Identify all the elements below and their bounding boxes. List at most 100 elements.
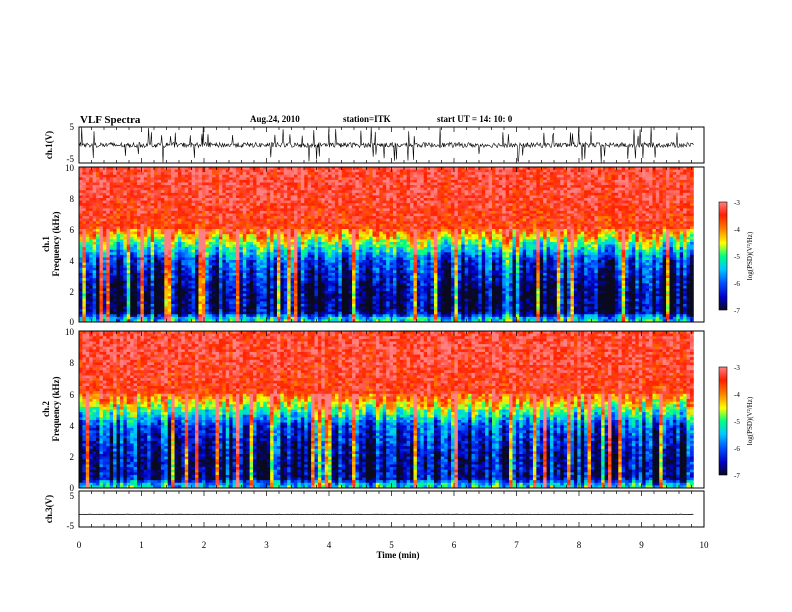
spectrogram-cell bbox=[287, 291, 292, 294]
spectrogram-cell bbox=[133, 293, 138, 297]
spectrogram-cell bbox=[314, 241, 319, 245]
spectrogram-cell bbox=[341, 257, 346, 261]
spectrogram-cell bbox=[311, 172, 315, 176]
spectrogram-cell bbox=[334, 244, 339, 248]
spectrogram-cell bbox=[249, 296, 254, 300]
spectrogram-cell bbox=[109, 285, 114, 289]
spectrogram-cell bbox=[321, 319, 326, 323]
spectrogram-cell bbox=[133, 239, 138, 243]
spectrogram-cell bbox=[171, 216, 175, 220]
spectrogram-cell bbox=[147, 283, 152, 287]
spectrogram-cell bbox=[276, 195, 281, 199]
spectrogram-cell bbox=[256, 216, 261, 220]
spectrogram-cell bbox=[249, 210, 254, 214]
spectrogram-cell bbox=[82, 244, 87, 248]
spectrogram-cell bbox=[246, 190, 251, 194]
spectrogram-cell bbox=[191, 172, 196, 176]
spectrogram-cell bbox=[314, 260, 319, 263]
spectrogram-cell bbox=[283, 267, 288, 271]
spectrogram-cell bbox=[215, 226, 220, 230]
spectrogram-cell bbox=[348, 231, 353, 235]
spectrogram-cell bbox=[321, 182, 326, 186]
spectrogram-cell bbox=[119, 298, 124, 302]
spectrogram-cell bbox=[150, 249, 155, 253]
spectrogram-cell bbox=[130, 205, 135, 209]
spectrogram-cell bbox=[212, 182, 216, 186]
spectrogram-cell bbox=[126, 210, 131, 214]
spectrogram-cell bbox=[300, 293, 305, 297]
spectrogram-cell bbox=[126, 185, 131, 189]
spectrogram-cell bbox=[198, 179, 203, 183]
spectrogram-cell bbox=[123, 236, 128, 240]
spectrogram-cell bbox=[222, 192, 227, 196]
spectrogram-cell bbox=[290, 200, 295, 204]
spectrogram-cell bbox=[283, 223, 288, 227]
spectrogram-cell bbox=[225, 234, 230, 238]
spectrogram-cell bbox=[167, 296, 172, 300]
spectrogram-cell bbox=[256, 241, 261, 245]
spectrogram-cell bbox=[123, 185, 128, 189]
spectrogram-cell bbox=[212, 234, 216, 238]
spectrogram-cell bbox=[287, 234, 292, 238]
spectrogram-cell bbox=[314, 267, 319, 271]
spectrogram-cell bbox=[229, 205, 233, 209]
spectrogram-cell bbox=[191, 252, 196, 256]
spectrogram-cell bbox=[256, 179, 261, 183]
spectrogram-cell bbox=[249, 182, 254, 186]
spectrogram-cell bbox=[229, 267, 233, 271]
spectrogram-cell bbox=[283, 309, 288, 313]
spectrogram-cell bbox=[198, 278, 203, 282]
spectrogram-cell bbox=[167, 275, 172, 279]
spectrogram-cell bbox=[102, 303, 107, 307]
spectrogram-cell bbox=[164, 239, 169, 243]
spectrogram-cell bbox=[140, 167, 145, 170]
spectrogram-cell bbox=[229, 167, 233, 170]
spectrogram-cell bbox=[99, 169, 104, 173]
spectrogram-cell bbox=[294, 257, 298, 261]
spectrogram-cell bbox=[324, 291, 329, 294]
spectrogram-cell bbox=[259, 249, 264, 253]
spectrogram-cell bbox=[348, 239, 353, 243]
spectrogram-cell bbox=[331, 216, 336, 220]
spectrogram-cell bbox=[143, 288, 148, 292]
spectrogram-cell bbox=[143, 226, 148, 230]
spectrogram-cell bbox=[300, 205, 305, 209]
spectrogram-cell bbox=[352, 262, 356, 266]
spectrogram-cell bbox=[215, 241, 220, 245]
spectrogram-cell bbox=[167, 226, 172, 230]
spectrogram-cell bbox=[195, 174, 199, 178]
spectrogram-cell bbox=[116, 247, 121, 251]
spectrogram-cell bbox=[307, 262, 312, 266]
spectrogram-cell bbox=[290, 234, 295, 238]
spectrogram-cell bbox=[317, 275, 322, 279]
spectrogram-cell bbox=[297, 239, 302, 243]
spectrogram-cell bbox=[236, 182, 240, 186]
spectrogram-cell bbox=[116, 216, 121, 220]
spectrogram-cell bbox=[215, 221, 220, 225]
spectrogram-cell bbox=[225, 285, 230, 289]
spectrogram-cell bbox=[263, 291, 268, 294]
spectrogram-cell bbox=[328, 192, 332, 196]
spectrogram-cell bbox=[334, 249, 339, 253]
spectrogram-cell bbox=[345, 167, 350, 170]
spectrogram-cell bbox=[126, 262, 131, 266]
spectrogram-cell bbox=[273, 298, 278, 302]
spectrogram-cell bbox=[195, 208, 199, 212]
spectrogram-cell bbox=[171, 275, 175, 279]
spectrogram-cell bbox=[195, 283, 199, 287]
spectrogram-cell bbox=[229, 229, 233, 232]
spectrogram-cell bbox=[222, 275, 227, 279]
spectrogram-cell bbox=[140, 267, 145, 271]
spectrogram-cell bbox=[188, 185, 193, 189]
spectrogram-cell bbox=[130, 236, 135, 240]
spectrogram-cell bbox=[130, 314, 135, 318]
spectrogram-cell bbox=[331, 303, 336, 307]
spectrogram-cell bbox=[259, 172, 264, 176]
spectrogram-cell bbox=[225, 179, 230, 183]
spectrogram-cell bbox=[195, 270, 199, 274]
spectrogram-cell bbox=[177, 293, 182, 297]
spectrogram-cell bbox=[232, 270, 237, 274]
spectrogram-cell bbox=[270, 195, 274, 199]
spectrogram-cell bbox=[358, 254, 363, 258]
spectrogram-cell bbox=[215, 203, 220, 207]
